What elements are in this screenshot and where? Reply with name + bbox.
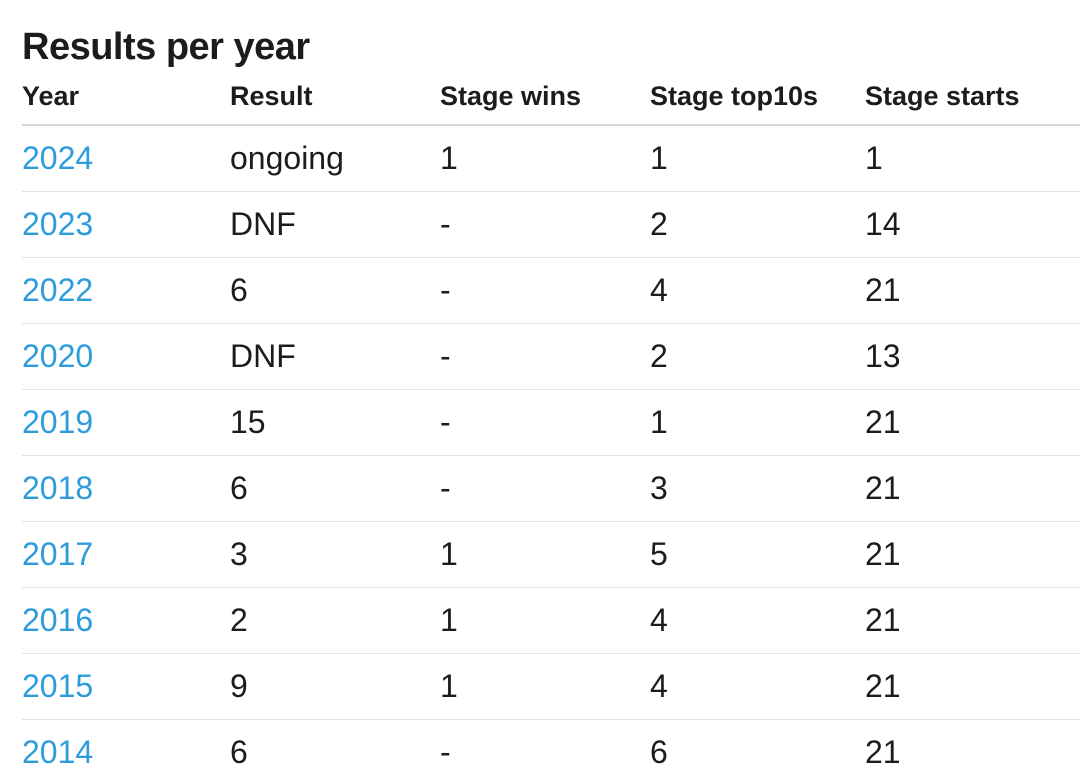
result-cell: ongoing [230, 125, 440, 192]
stage-top10s-cell: 3 [650, 455, 865, 522]
stage-top10s-cell: 6 [650, 734, 668, 770]
table-row: 2016 2 1 4 21 [22, 587, 1080, 654]
column-header-stage-top10s: Stage top10s [650, 68, 865, 126]
stage-top10s-cell: 2 [650, 191, 865, 258]
stage-top10s-cell: 1 [650, 125, 865, 192]
result-cell: 3 [230, 521, 440, 588]
year-cell: 2019 [22, 389, 230, 456]
stage-starts-cell: 21 [865, 653, 1080, 720]
table-header-row: Year Result Stage wins Stage top10s Stag… [22, 68, 1080, 126]
stage-wins-cell: 1 [440, 653, 650, 720]
stage-top10s-cell: 4 [650, 653, 865, 720]
page-title: Results per year [22, 26, 310, 68]
stage-wins-cell: - [440, 455, 650, 522]
year-link[interactable]: 2017 [22, 536, 94, 572]
table-row: 2017 3 1 5 21 [22, 521, 1080, 588]
column-header-result: Result [230, 68, 440, 126]
stage-wins-cell: 1 [440, 125, 650, 192]
result-cell: 6 [230, 455, 440, 522]
year-link[interactable]: 2015 [22, 668, 94, 704]
result-cell: 6 [230, 257, 440, 324]
results-table: Year Result Stage wins Stage top10s Stag… [22, 68, 1080, 779]
table-row: 2022 6-4 21 [22, 257, 1080, 324]
result-cell: 15 [230, 389, 440, 456]
stage-starts-cell: 13 [865, 323, 1080, 390]
year-link[interactable]: 2020 [22, 338, 94, 374]
year-link[interactable]: 2016 [22, 602, 94, 638]
result-cell: 9 [230, 653, 440, 720]
year-link[interactable]: 2018 [22, 470, 94, 506]
table-row: 2014 6 - 6 21 [22, 720, 1080, 779]
stage-wins-cell: - [440, 257, 650, 324]
year-cell: 2024 [22, 125, 230, 192]
result-cell: 6 [230, 734, 248, 770]
year-cell: 2015 [22, 653, 230, 720]
table-row: 2018 6-3 21 [22, 455, 1080, 522]
stage-top10s-cell: 1 [650, 389, 865, 456]
year-link[interactable]: 2022 [22, 272, 94, 308]
table-row: 2019 15-1 21 [22, 389, 1080, 456]
year-cell: 2018 [22, 455, 230, 522]
stage-wins-cell: - [440, 389, 650, 456]
stage-wins-cell: - [440, 734, 451, 770]
column-header-year: Year [22, 68, 230, 126]
stage-starts-cell: 21 [865, 257, 1080, 324]
table-row: 2015 9 1 4 21 [22, 653, 1080, 720]
stage-wins-cell: - [440, 323, 650, 390]
column-header-stage-wins: Stage wins [440, 68, 650, 126]
table-row: 2024 ongoing 1 1 1 [22, 125, 1080, 192]
stage-wins-cell: 1 [440, 521, 650, 588]
year-cell: 2017 [22, 521, 230, 588]
results-table-body: 2024 ongoing 1 1 1 2023 DNF -2 14 2022 6-4 21 2020 DN… [22, 125, 1080, 779]
year-cell: 2022 [22, 257, 230, 324]
stage-wins-cell: 1 [440, 587, 650, 654]
stage-starts-cell: 14 [865, 191, 1080, 258]
result-cell: DNF [230, 191, 440, 258]
column-header-stage-starts: Stage starts [865, 68, 1080, 126]
table-row: 2023 DNF -2 14 [22, 191, 1080, 258]
stage-top10s-cell: 4 [650, 257, 865, 324]
stage-starts-cell: 1 [865, 125, 1080, 192]
year-link[interactable]: 2014 [22, 734, 94, 770]
stage-starts-cell: 21 [865, 455, 1080, 522]
year-link[interactable]: 2019 [22, 404, 94, 440]
year-cell: 2023 [22, 191, 230, 258]
year-cell: 2020 [22, 323, 230, 390]
stage-top10s-cell: 2 [650, 323, 865, 390]
stage-starts-cell: 21 [865, 587, 1080, 654]
year-link[interactable]: 2024 [22, 140, 94, 176]
stage-top10s-cell: 5 [650, 521, 865, 588]
stage-top10s-cell: 4 [650, 587, 865, 654]
year-cell: 2016 [22, 587, 230, 654]
stage-starts-cell: 21 [865, 389, 1080, 456]
year-link[interactable]: 2023 [22, 206, 94, 242]
stage-wins-cell: - [440, 191, 650, 258]
year-cell: 2014 [22, 720, 230, 779]
table-row: 2020 DNF -2 13 [22, 323, 1080, 390]
stage-starts-cell: 21 [865, 521, 1080, 588]
result-cell: 2 [230, 587, 440, 654]
result-cell: DNF [230, 323, 440, 390]
stage-starts-cell: 21 [865, 734, 901, 770]
